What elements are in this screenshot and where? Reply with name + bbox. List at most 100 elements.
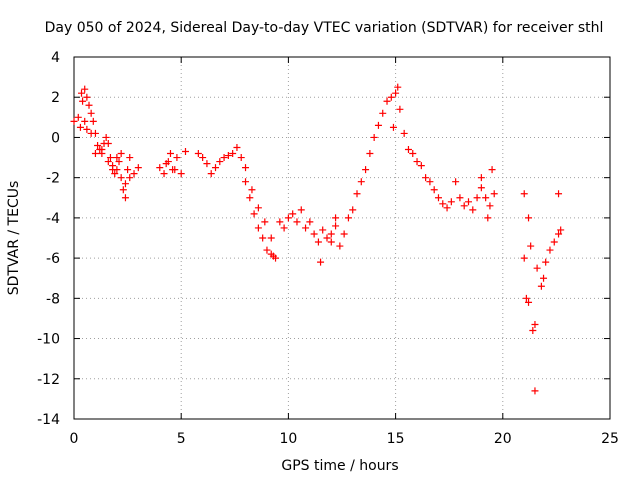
data-point — [156, 164, 164, 172]
data-point — [94, 141, 102, 149]
data-point — [336, 242, 344, 250]
data-point — [357, 178, 365, 186]
data-point — [426, 178, 434, 186]
x-tick-label: 20 — [494, 431, 512, 447]
data-point — [460, 202, 468, 210]
data-point — [353, 190, 361, 198]
data-point — [327, 230, 335, 238]
data-point — [417, 162, 425, 170]
data-point — [531, 320, 539, 328]
data-point — [456, 194, 464, 202]
data-point — [89, 117, 97, 125]
data-point — [319, 226, 327, 234]
data-point — [400, 129, 408, 137]
data-point — [374, 121, 382, 129]
data-point — [520, 190, 528, 198]
data-point — [194, 150, 202, 158]
data-point — [389, 123, 397, 131]
data-point — [522, 294, 530, 302]
data-point — [280, 224, 288, 232]
data-point — [102, 133, 110, 141]
data-point — [106, 154, 114, 162]
data-point — [259, 234, 267, 242]
data-point — [396, 105, 404, 113]
x-tick-label: 15 — [387, 431, 405, 447]
data-point — [237, 154, 245, 162]
x-tick-label: 10 — [279, 431, 297, 447]
data-point — [469, 206, 477, 214]
data-point — [327, 238, 335, 246]
data-point — [473, 194, 481, 202]
data-point — [344, 214, 352, 222]
data-point — [366, 150, 374, 158]
data-point — [242, 164, 250, 172]
y-tick-label: -2 — [46, 171, 60, 187]
data-point — [162, 160, 170, 168]
data-point — [261, 218, 269, 226]
data-point — [477, 174, 485, 182]
plot-frame — [73, 56, 611, 420]
data-point — [529, 327, 537, 335]
data-point — [254, 204, 262, 212]
data-point — [117, 150, 125, 158]
data-point — [531, 387, 539, 395]
data-point — [464, 198, 472, 206]
data-point — [542, 258, 550, 266]
y-tick-label: 2 — [51, 90, 60, 106]
data-point — [203, 160, 211, 168]
data-point — [482, 194, 490, 202]
data-point — [224, 152, 232, 160]
data-point — [267, 234, 275, 242]
x-tick-label: 0 — [70, 431, 79, 447]
x-tick-label: 25 — [601, 431, 619, 447]
data-point — [443, 204, 451, 212]
data-point — [70, 117, 78, 125]
data-point — [520, 254, 528, 262]
data-point — [130, 170, 138, 178]
data-point — [246, 194, 254, 202]
x-tick-label: 5 — [177, 431, 186, 447]
data-point — [242, 178, 250, 186]
data-point — [250, 210, 258, 218]
data-point — [488, 166, 496, 174]
points-layer — [70, 83, 565, 395]
data-point — [173, 154, 181, 162]
data-point — [199, 154, 207, 162]
y-axis-title: SDTVAR / TECUs — [6, 181, 22, 296]
data-point — [332, 214, 340, 222]
data-point — [349, 206, 357, 214]
data-point — [87, 109, 95, 117]
data-point — [439, 200, 447, 208]
data-point — [362, 166, 370, 174]
data-point — [160, 170, 168, 178]
data-point — [119, 186, 127, 194]
data-point — [83, 125, 91, 133]
data-point — [126, 174, 134, 182]
y-tick-label: -10 — [37, 332, 60, 348]
data-point — [525, 298, 533, 306]
y-tick-label: 4 — [51, 50, 60, 66]
data-point — [557, 226, 565, 234]
data-point — [409, 150, 417, 158]
data-point — [113, 154, 121, 162]
data-point — [121, 194, 129, 202]
data-point — [104, 158, 112, 166]
data-point — [76, 123, 84, 131]
data-point — [340, 230, 348, 238]
data-point — [430, 186, 438, 194]
data-point — [540, 274, 548, 282]
data-point — [323, 234, 331, 242]
data-point — [134, 164, 142, 172]
data-point — [306, 218, 314, 226]
data-point — [121, 180, 129, 188]
data-point — [212, 164, 220, 172]
data-point — [166, 150, 174, 158]
grid-layer — [74, 57, 610, 419]
y-tick-label: 0 — [51, 130, 60, 146]
data-point — [332, 222, 340, 230]
data-point — [392, 89, 400, 97]
data-point — [181, 148, 189, 156]
data-point — [91, 150, 99, 158]
data-point — [111, 170, 119, 178]
